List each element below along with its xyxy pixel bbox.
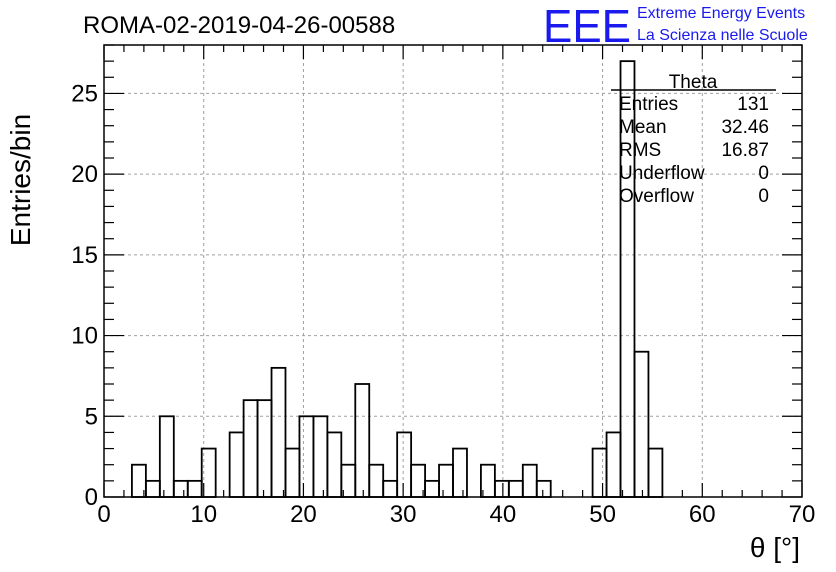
- y-tick-label: 0: [85, 484, 98, 511]
- x-tick-label: 40: [490, 501, 517, 528]
- y-axis-title: Entries/bin: [5, 114, 36, 246]
- stats-box: Theta Entries 131 Mean 32.46 RMS 16.87 U…: [611, 72, 776, 207]
- stats-value-rms: 16.87: [721, 140, 769, 161]
- stats-label-rms: RMS: [619, 140, 661, 161]
- histogram-bar: [172, 479, 189, 498]
- x-axis-title: θ [°]: [750, 532, 800, 563]
- eee-logo-line2: La Scienza nelle Scuole: [637, 27, 808, 44]
- histogram-bar: [354, 383, 371, 498]
- histogram-bar: [605, 431, 622, 498]
- histogram-bar: [396, 431, 413, 498]
- eee-logo-mark: EEE: [543, 0, 631, 52]
- y-tick-label: 20: [71, 161, 98, 188]
- histogram-bar: [186, 479, 203, 498]
- axis-ticks: [103, 44, 803, 498]
- stats-value-entries: 131: [737, 94, 769, 115]
- stats-label-entries: Entries: [619, 94, 678, 115]
- histogram-bar: [382, 479, 399, 498]
- histogram-bar: [312, 415, 329, 498]
- histogram-bar: [424, 479, 440, 498]
- x-tick-label: 50: [589, 501, 616, 528]
- x-tick-label: 10: [190, 501, 217, 528]
- histogram-bar: [298, 415, 315, 498]
- y-tick-label: 10: [71, 323, 98, 350]
- x-tick-label: 30: [390, 501, 417, 528]
- x-tick-label: 0: [97, 501, 110, 528]
- histogram-bar: [256, 399, 273, 498]
- histogram-bar: [452, 447, 468, 498]
- y-tick-label: 15: [71, 242, 98, 269]
- grid-lines: [104, 45, 802, 497]
- histogram-bars: [131, 60, 664, 498]
- x-tick-label: 70: [789, 501, 816, 528]
- histogram-bar: [270, 366, 287, 498]
- histogram-bar: [521, 463, 538, 498]
- histogram-bar: [647, 447, 664, 498]
- histogram-bar: [535, 479, 552, 498]
- stats-value-mean: 32.46: [721, 117, 769, 138]
- histogram-bar: [438, 463, 454, 498]
- histogram-bar: [493, 479, 510, 498]
- stats-title: Theta: [669, 72, 718, 93]
- x-tick-label: 20: [290, 501, 317, 528]
- x-tick-label: 60: [689, 501, 716, 528]
- histogram-bar: [228, 431, 245, 498]
- stats-label-mean: Mean: [619, 117, 667, 138]
- stats-value-overflow: 0: [758, 186, 769, 207]
- histogram-bar: [158, 415, 175, 498]
- histogram-bar: [633, 350, 650, 498]
- chart-title: ROMA-02-2019-04-26-00588: [83, 12, 395, 39]
- histogram-bar: [368, 463, 385, 498]
- histogram-bar: [242, 399, 259, 498]
- plot-frame: [103, 44, 803, 498]
- stats-value-underflow: 0: [758, 163, 769, 184]
- histogram-bar: [507, 479, 524, 498]
- tick-labels: 0 10 20 30 40 50 60 70 0 5 10 15 20 25: [71, 80, 815, 528]
- histogram-bar: [591, 447, 608, 498]
- stats-label-underflow: Underflow: [619, 163, 705, 184]
- stats-label-overflow: Overflow: [619, 186, 694, 207]
- y-tick-label: 5: [85, 403, 98, 430]
- eee-logo-line1: Extreme Energy Events: [637, 5, 805, 22]
- histogram-bar: [284, 447, 301, 498]
- histogram-bar: [144, 479, 161, 498]
- histogram-bar: [326, 431, 343, 498]
- y-tick-label: 25: [71, 80, 98, 107]
